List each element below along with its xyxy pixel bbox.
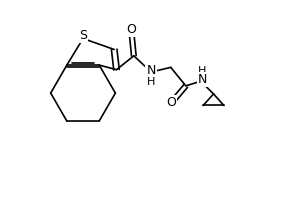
Text: N: N [146, 64, 156, 77]
Text: H: H [198, 66, 206, 76]
Text: S: S [79, 29, 87, 42]
Text: O: O [166, 96, 176, 109]
Text: N: N [198, 73, 207, 86]
Text: O: O [127, 23, 136, 36]
Text: H: H [147, 77, 155, 87]
